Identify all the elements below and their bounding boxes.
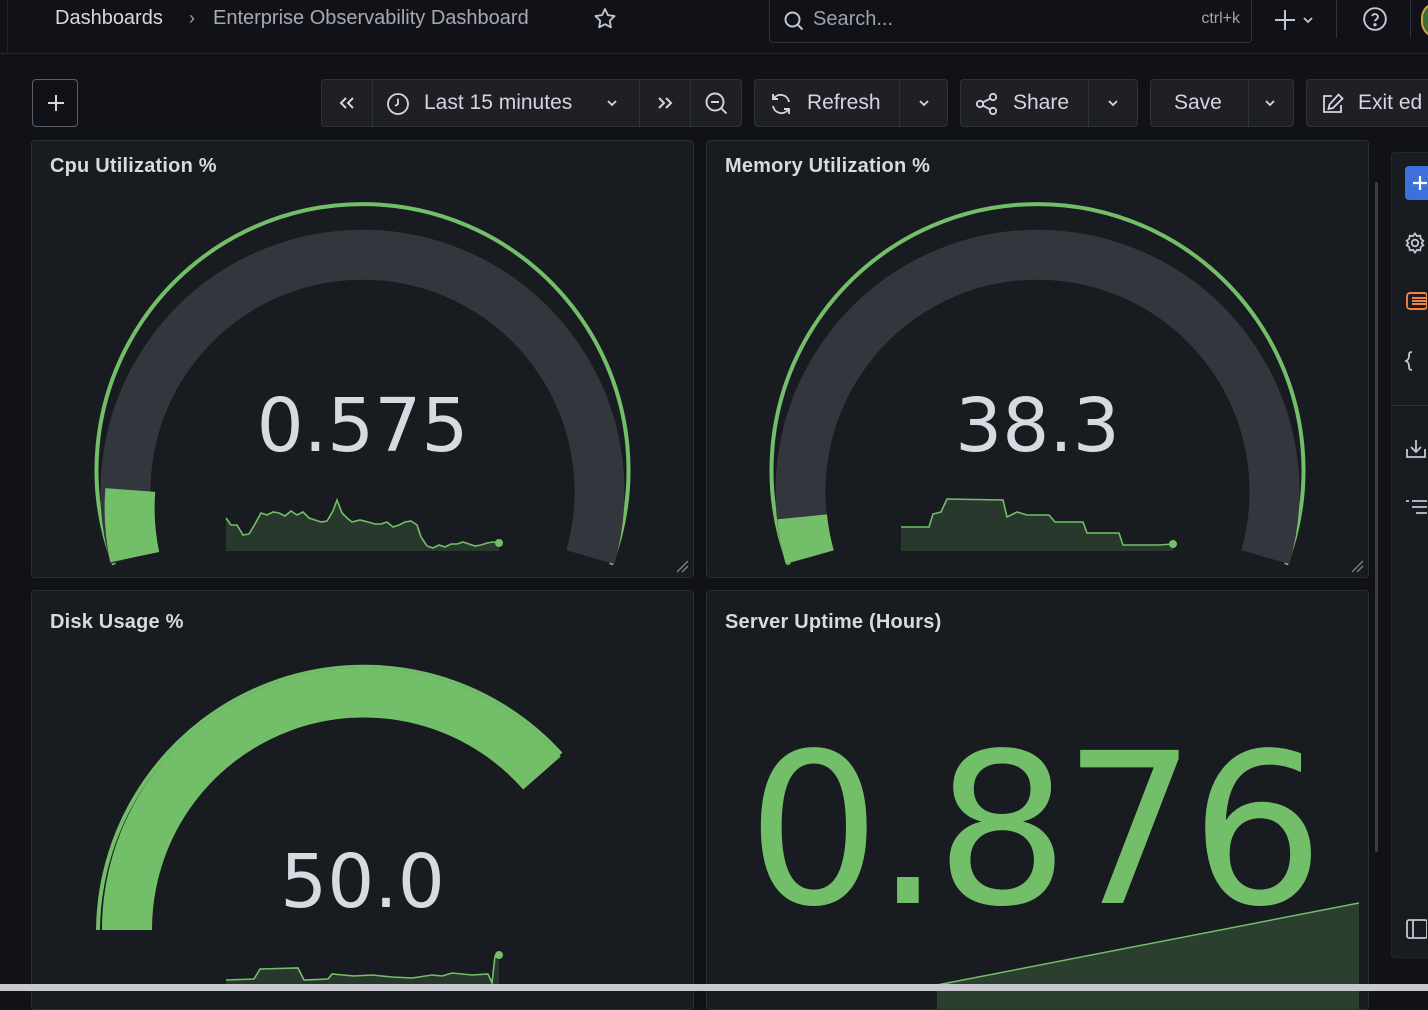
save-options-dropdown[interactable] (1249, 80, 1294, 126)
save-dashboard-button[interactable]: Save (1151, 80, 1249, 126)
panel-title: Memory Utilization % (725, 155, 931, 177)
gauge-track (775, 229, 1300, 564)
gauge-value-fill (104, 488, 160, 563)
share-label: Share (1013, 91, 1070, 114)
panel-server-uptime[interactable]: Server Uptime (Hours) 0.876 (706, 590, 1369, 1010)
rail-divider (1392, 405, 1428, 406)
window-bottom-edge (0, 984, 1428, 991)
exit-edit-button[interactable]: Exit ed (1306, 79, 1428, 127)
sparkline-last-point (1169, 540, 1177, 548)
share-options-dropdown[interactable] (1089, 80, 1138, 126)
settings-icon[interactable] (1403, 231, 1427, 255)
search-placeholder: Search... (813, 8, 894, 30)
gauge-value-fill (101, 667, 561, 931)
time-range-back-button[interactable] (322, 80, 373, 126)
layout-icon[interactable] (1403, 917, 1427, 941)
toolbar-divider (1336, 0, 1337, 38)
new-menu-button[interactable] (1272, 6, 1318, 34)
search-box[interactable]: Search... ctrl+k (769, 0, 1252, 43)
refresh-button-group: Refresh (754, 79, 948, 127)
gauge-value-fill (777, 513, 834, 564)
avatar[interactable] (1421, 2, 1428, 38)
breadcrumb-root-link[interactable]: Dashboards (55, 7, 163, 29)
sparkline-area (937, 903, 1359, 1009)
cpu-gauge (94, 202, 631, 566)
panel-cpu-utilization[interactable]: Cpu Utilization % 0.575 (31, 140, 694, 578)
clock-icon (387, 93, 409, 115)
toolbar-divider (1410, 0, 1411, 38)
time-range-label: Last 15 minutes (424, 91, 573, 114)
zoom-out-button[interactable] (691, 80, 743, 126)
refresh-label: Refresh (807, 91, 881, 114)
refresh-button[interactable]: Refresh (755, 80, 900, 126)
uptime-sparkline (936, 902, 1360, 1009)
json-icon[interactable] (1403, 349, 1427, 373)
sparkline-area (901, 499, 1173, 551)
sidebar-edge (7, 0, 8, 54)
sparkline-last-point (495, 539, 503, 547)
breadcrumb-current-dashboard: Enterprise Observability Dashboard (213, 7, 529, 29)
panel-title: Disk Usage % (50, 611, 184, 633)
exit-edit-label: Exit ed (1358, 91, 1423, 114)
disk-gauge (96, 664, 563, 991)
gauge-value: 0.575 (256, 383, 469, 469)
time-range-picker[interactable]: Last 15 minutes (373, 80, 640, 126)
chevron-down-icon (607, 100, 617, 107)
edit-icon (1323, 93, 1344, 113)
add-button[interactable] (1405, 166, 1428, 200)
double-chevron-right-icon (658, 97, 673, 109)
share-icon (975, 92, 998, 116)
chevron-down-icon (1108, 100, 1118, 107)
sparkline-last-point (495, 951, 503, 959)
dashboard-scrollbar[interactable] (1375, 182, 1378, 852)
sparkline (901, 498, 1174, 546)
gauge-value: 38.3 (955, 383, 1120, 469)
gauge-threshold-ring (96, 664, 563, 931)
sparkline-area (226, 500, 499, 551)
edit-pane-rail (1391, 152, 1428, 958)
gauge-threshold-ring (769, 202, 1306, 566)
outline-icon[interactable] (1403, 495, 1427, 519)
resize-handle-icon[interactable] (1350, 559, 1364, 573)
share-button[interactable]: Share (961, 80, 1089, 126)
plus-icon (48, 95, 64, 111)
memory-gauge (769, 202, 1306, 566)
panel-memory-utilization[interactable]: Memory Utilization % 38.3 (706, 140, 1369, 578)
save-to-library-icon[interactable] (1403, 437, 1427, 461)
double-chevron-left-icon (339, 97, 354, 109)
chevron-down-icon (919, 100, 929, 107)
save-button-group: Save (1150, 79, 1294, 127)
star-icon[interactable] (592, 6, 618, 32)
time-range-forward-button[interactable] (640, 80, 691, 126)
resize-handle-icon[interactable] (675, 559, 689, 573)
chevron-down-icon (1265, 100, 1275, 107)
gauge-track (100, 229, 625, 564)
panel-title: Cpu Utilization % (50, 155, 217, 177)
refresh-interval-dropdown[interactable] (900, 80, 948, 126)
sparkline (936, 902, 1360, 986)
annotations-icon[interactable] (1403, 289, 1427, 313)
add-panel-button[interactable] (32, 79, 78, 127)
sparkline (225, 954, 500, 987)
top-navigation-bar: Dashboards › Enterprise Observability Da… (0, 0, 1428, 54)
sparkline (225, 497, 500, 549)
search-shortcut-hint: ctrl+k (1201, 10, 1240, 27)
save-label: Save (1174, 91, 1222, 114)
zoom-out-icon (705, 92, 728, 115)
refresh-icon (772, 93, 790, 115)
time-range-picker-group: Last 15 minutes (321, 79, 742, 127)
plus-icon (1413, 176, 1427, 190)
breadcrumb-separator: › (189, 8, 195, 28)
sparkline-area (226, 955, 499, 991)
search-icon (784, 11, 804, 31)
share-button-group: Share (960, 79, 1138, 127)
stat-value: 0.876 (747, 708, 1324, 953)
help-icon[interactable] (1362, 6, 1388, 32)
gauge-value: 50.0 (280, 839, 445, 925)
gauge-threshold-ring (94, 202, 631, 566)
panel-title: Server Uptime (Hours) (725, 611, 942, 633)
panel-disk-usage[interactable]: Disk Usage % 50.0 (31, 590, 694, 1010)
